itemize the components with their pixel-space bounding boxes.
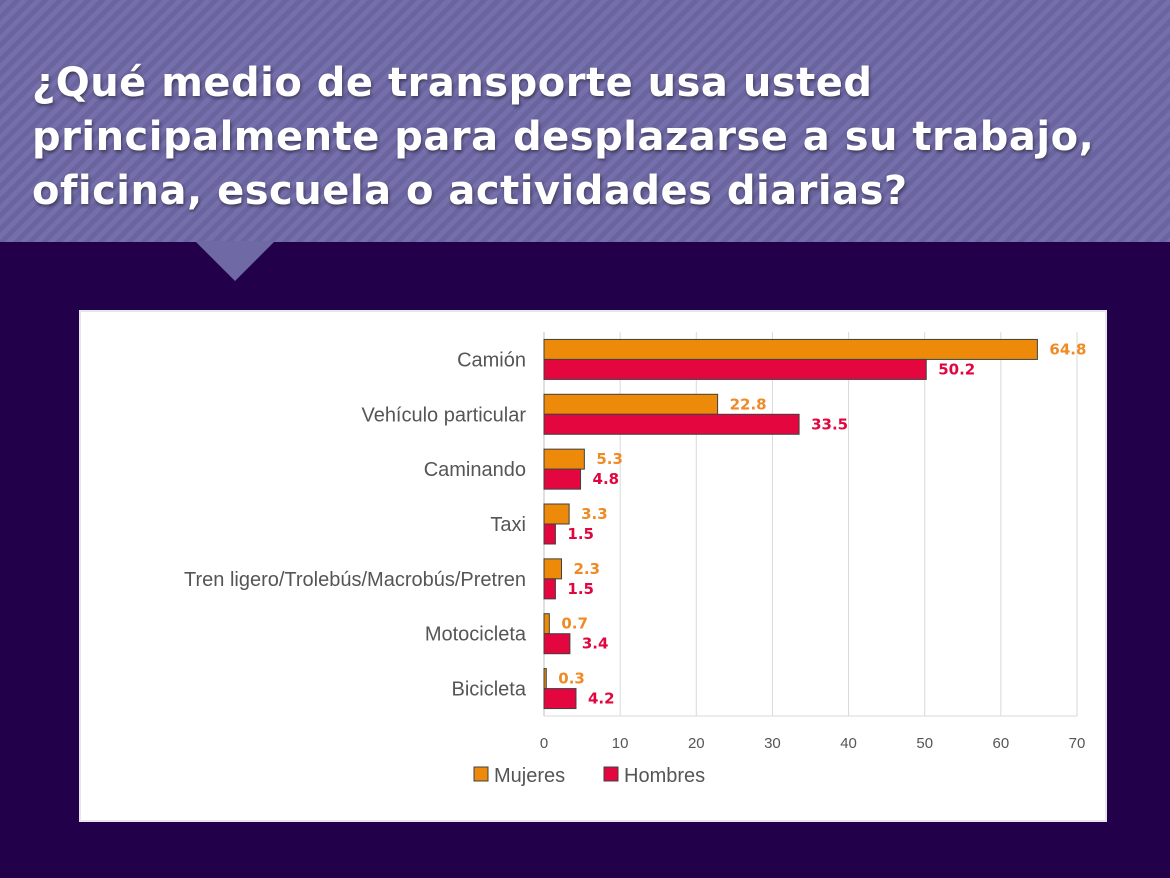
data-label-mujeres: 22.8 — [730, 395, 767, 413]
legend-swatch-hombres — [603, 766, 619, 782]
category-label: Tren ligero/Trolebús/Macrobús/Pretren — [184, 569, 526, 591]
data-label-hombres: 50.2 — [938, 360, 975, 378]
category-label: Caminando — [424, 459, 526, 481]
bar-hombres — [543, 578, 556, 600]
data-label-hombres: 1.5 — [567, 525, 594, 543]
bar-mujeres — [543, 668, 547, 690]
legend-swatch-mujeres — [473, 766, 489, 782]
data-label-mujeres: 0.3 — [558, 670, 585, 688]
bar-hombres — [543, 523, 556, 545]
x-tick-label: 60 — [993, 735, 1010, 752]
bar-chart: 0 10 20 30 40 50 60 70 Camión 64.8 50.2 Vehículo pa… — [184, 332, 1086, 787]
bar-mujeres — [543, 503, 570, 525]
x-tick-label: 50 — [916, 735, 933, 752]
data-label-hombres: 3.4 — [582, 635, 609, 653]
data-label-hombres: 1.5 — [567, 580, 594, 598]
data-label-mujeres: 5.3 — [596, 450, 623, 468]
data-label-hombres: 33.5 — [811, 415, 848, 433]
bar-mujeres — [543, 613, 550, 635]
category-label: Taxi — [490, 514, 526, 536]
x-tick-label: 20 — [688, 735, 705, 752]
title-banner — [0, 0, 1170, 242]
data-label-mujeres: 0.7 — [561, 615, 588, 633]
legend-label-mujeres: Mujeres — [494, 765, 565, 787]
x-tick-label: 0 — [540, 735, 548, 752]
x-tick-label: 40 — [840, 735, 857, 752]
bar-hombres — [543, 688, 577, 710]
data-label-mujeres: 2.3 — [574, 560, 601, 578]
x-tick-label: 30 — [764, 735, 781, 752]
bar-mujeres — [543, 393, 719, 415]
bar-mujeres — [543, 558, 563, 580]
slide-title: ¿Qué medio de transporte usa usted princ… — [32, 60, 1095, 214]
data-label-mujeres: 3.3 — [581, 505, 608, 523]
bar-mujeres — [543, 448, 585, 470]
bar-hombres — [543, 413, 800, 435]
category-label: Camión — [457, 349, 526, 371]
data-label-hombres: 4.8 — [593, 470, 620, 488]
x-tick-label: 10 — [612, 735, 629, 752]
bar-hombres — [543, 358, 927, 380]
bar-hombres — [543, 633, 571, 655]
chart-panel: 0 10 20 30 40 50 60 70 Camión 64.8 50.2 Vehículo pa… — [81, 312, 1105, 820]
category-label: Vehículo particular — [361, 404, 526, 426]
legend-label-hombres: Hombres — [624, 765, 705, 787]
category-label: Motocicleta — [425, 624, 527, 646]
category-label: Bicicleta — [452, 679, 527, 701]
x-tick-label: 70 — [1069, 735, 1086, 752]
bar-mujeres — [543, 338, 1038, 360]
bar-hombres — [543, 468, 582, 490]
banner-pointer — [195, 241, 275, 281]
data-label-mujeres: 64.8 — [1049, 340, 1086, 358]
data-label-hombres: 4.2 — [588, 690, 615, 708]
